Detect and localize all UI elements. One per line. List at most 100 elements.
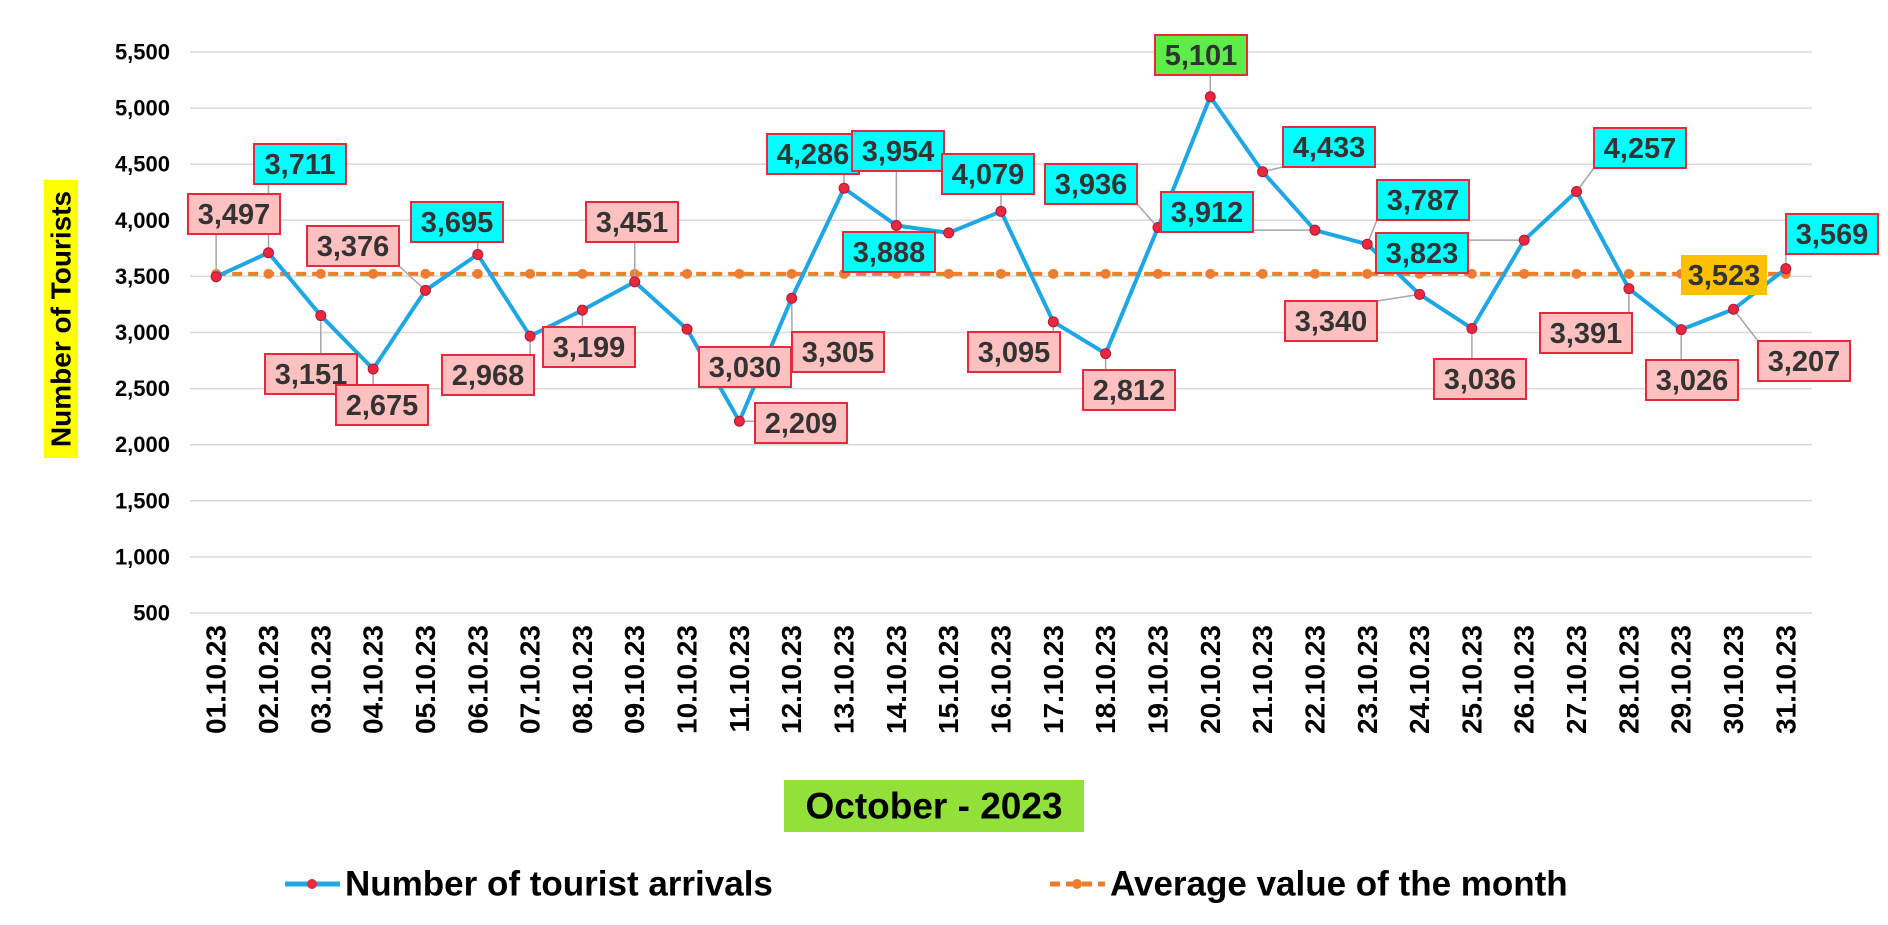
y-tick-label: 500 (133, 601, 170, 626)
arrivals-series (210, 91, 1792, 427)
data-point (681, 323, 693, 335)
x-tick-label: 05.10.23 (410, 625, 441, 734)
data-label: 3,095 (967, 331, 1061, 373)
y-tick-label: 1,500 (115, 488, 170, 513)
data-point (943, 227, 955, 239)
x-tick-label: 25.10.23 (1456, 625, 1487, 734)
x-tick-label: 13.10.23 (829, 625, 860, 734)
data-label: 3,823 (1375, 232, 1469, 274)
data-label-text: 3,030 (709, 352, 782, 384)
data-label-text: 3,954 (862, 136, 935, 168)
x-tick-label: 12.10.23 (776, 625, 807, 734)
x-tick-label: 23.10.23 (1352, 625, 1383, 734)
data-label-text: 5,101 (1165, 40, 1238, 72)
data-point (838, 182, 850, 194)
legend: Number of tourist arrivals Average value… (285, 865, 1568, 904)
data-label: 3,787 (1376, 179, 1470, 221)
average-marker (996, 268, 1006, 279)
data-point (1518, 234, 1530, 246)
average-marker (1571, 268, 1582, 279)
data-label: 3,954 (851, 130, 945, 172)
x-tick-label: 02.10.23 (253, 625, 284, 734)
data-label-text: 3,787 (1387, 185, 1460, 217)
x-tick-label: 10.10.23 (672, 625, 703, 734)
y-tick-label: 3,500 (115, 264, 170, 289)
data-label-text: 4,257 (1604, 133, 1677, 165)
data-label: 3,936 (1044, 163, 1138, 205)
x-tick-label: 09.10.23 (619, 625, 650, 734)
data-point (419, 284, 431, 296)
x-tick-label: 18.10.23 (1090, 625, 1121, 734)
data-point (1728, 303, 1740, 315)
average-marker (1100, 268, 1111, 279)
data-label-text: 3,095 (978, 337, 1051, 369)
x-tick-label: 07.10.23 (515, 625, 546, 734)
label-leader (398, 265, 426, 291)
data-point (733, 415, 745, 427)
average-marker (1362, 268, 1373, 279)
y-tick-label: 2,500 (115, 376, 170, 401)
data-label: 3,695 (410, 201, 504, 243)
average-marker (1466, 268, 1477, 279)
data-label-text: 3,036 (1444, 364, 1517, 396)
data-point (472, 249, 484, 261)
legend-label-average: Average value of the month (1110, 865, 1568, 904)
x-tick-label: 01.10.23 (201, 625, 232, 734)
data-point (1361, 238, 1373, 250)
average-label: 3,523 (1681, 255, 1767, 295)
legend-label-arrivals: Number of tourist arrivals (345, 865, 773, 904)
data-point (1100, 348, 1112, 360)
data-point (315, 310, 327, 322)
label-leader (1732, 308, 1759, 342)
data-point (576, 304, 588, 316)
x-axis: 01.10.23 02.10.23 03.10.23 04.10.23 05.10.23… (201, 625, 1802, 734)
data-point (1414, 288, 1426, 300)
data-point (1675, 324, 1687, 336)
data-label-text: 3,026 (1656, 365, 1729, 397)
data-label-text: 3,497 (198, 199, 271, 231)
data-label: 3,912 (1160, 191, 1254, 233)
average-marker (943, 268, 954, 279)
data-label: 4,079 (941, 153, 1035, 195)
data-label: 3,569 (1785, 213, 1879, 255)
average-marker (577, 268, 588, 279)
average-marker (1048, 268, 1059, 279)
y-tick-label: 4,500 (115, 152, 170, 177)
y-tick-label: 5,500 (115, 40, 170, 65)
x-tick-label: 14.10.23 (881, 625, 912, 734)
data-label: 2,968 (441, 354, 535, 396)
data-point (524, 330, 536, 342)
x-tick-label: 03.10.23 (305, 625, 336, 734)
x-tick-label: 31.10.23 (1770, 625, 1801, 734)
x-tick-label: 20.10.23 (1195, 625, 1226, 734)
x-tick-label: 27.10.23 (1561, 625, 1592, 734)
data-point (890, 219, 902, 231)
x-tick-label: 26.10.23 (1509, 625, 1540, 734)
average-marker (1152, 268, 1163, 279)
data-label: 2,675 (335, 384, 429, 426)
data-label: 3,036 (1433, 358, 1527, 400)
data-label: 3,497 (187, 193, 281, 235)
data-label: 3,026 (1645, 359, 1739, 401)
x-tick-label: 21.10.23 (1247, 625, 1278, 734)
data-label-text: 3,823 (1386, 238, 1459, 270)
data-point (1047, 316, 1059, 328)
data-label: 3,305 (791, 331, 885, 373)
data-point (629, 276, 641, 288)
average-marker (315, 268, 326, 279)
data-label-text: 4,286 (777, 139, 850, 171)
average-marker (786, 268, 797, 279)
data-point (367, 363, 379, 375)
data-label-text: 3,451 (596, 207, 669, 239)
data-point (1623, 283, 1635, 295)
data-label: 2,209 (754, 402, 848, 444)
average-marker (420, 268, 431, 279)
y-tick-label: 1,000 (115, 544, 170, 569)
data-label: 3,376 (306, 225, 400, 267)
x-tick-label: 19.10.23 (1142, 625, 1173, 734)
x-tick-label: 06.10.23 (462, 625, 493, 734)
data-point (995, 205, 1007, 217)
data-point (1257, 166, 1269, 178)
